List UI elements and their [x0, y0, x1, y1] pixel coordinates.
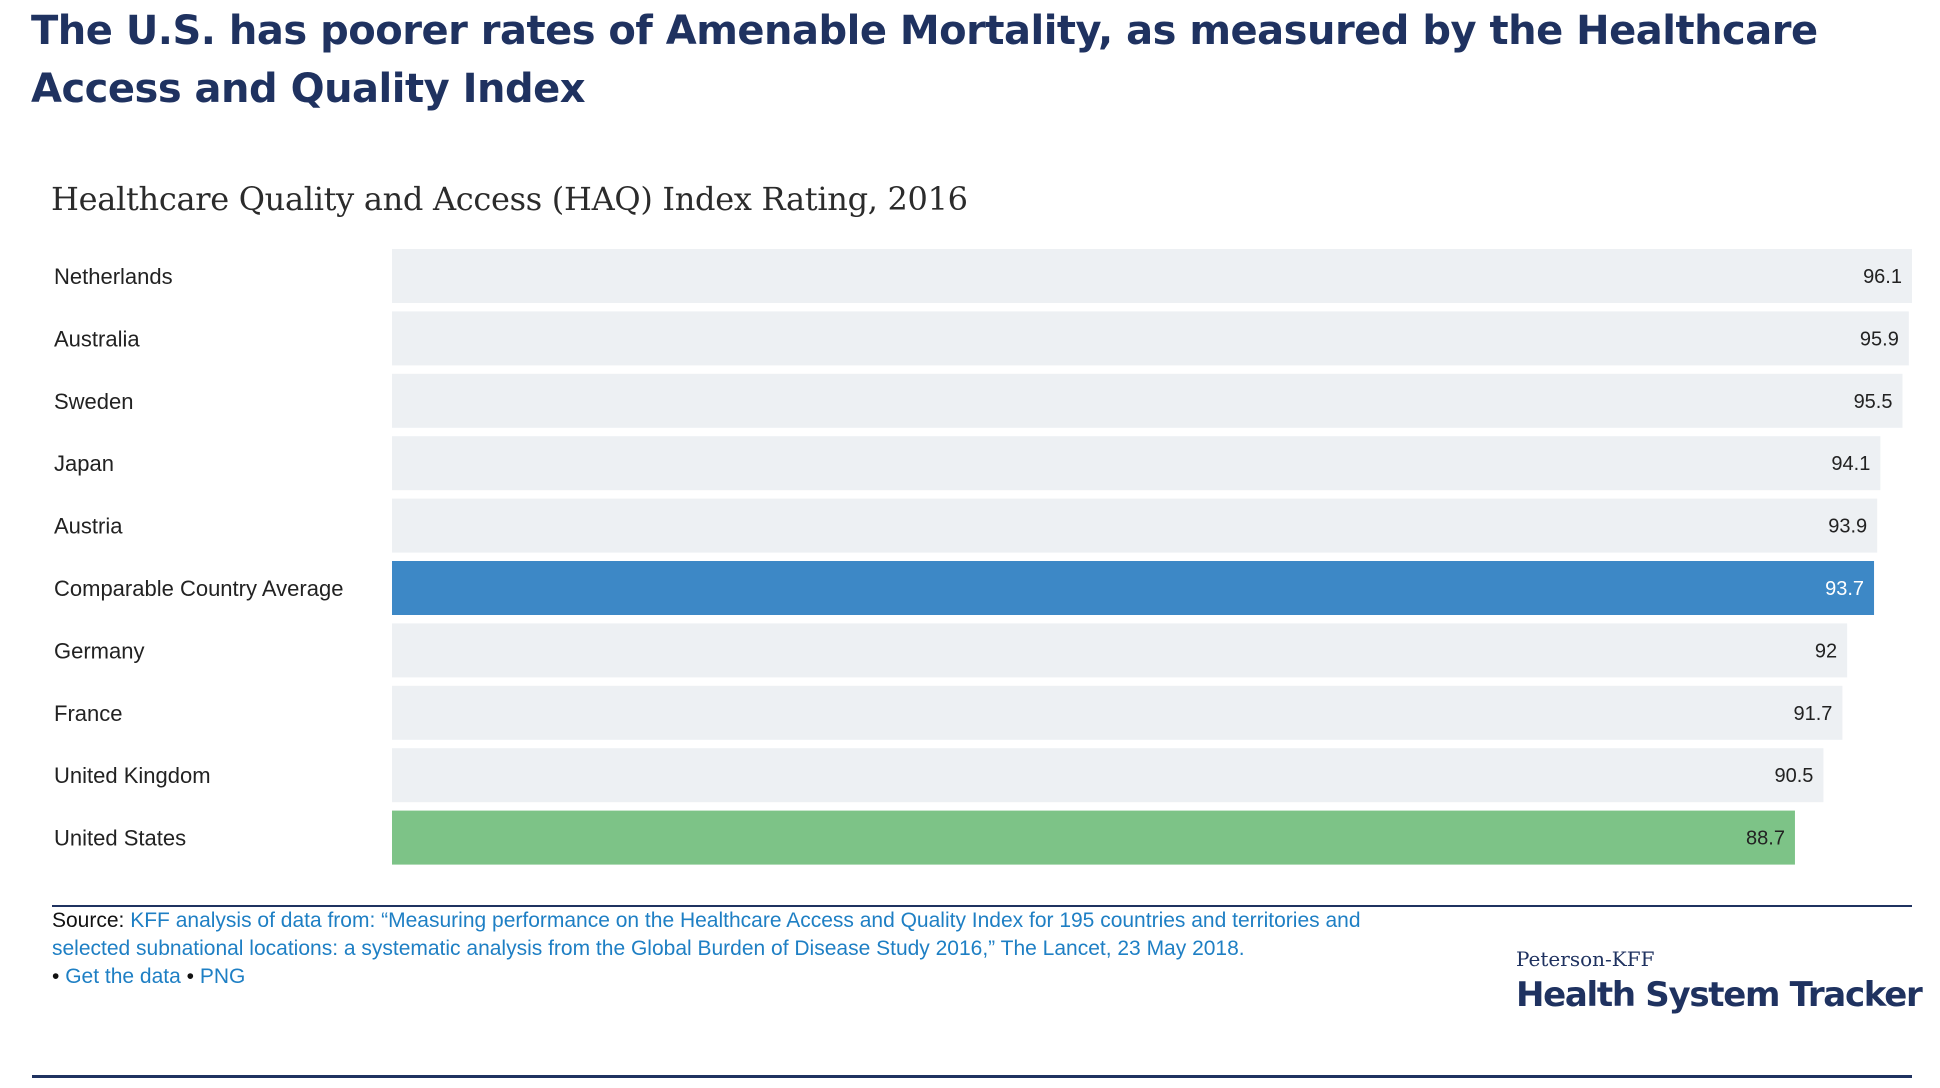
- bar-chart: Netherlands 96.1 Australia 95.9 Sweden 95.5 Ja…: [54, 249, 1912, 865]
- category-label-france: France: [54, 701, 122, 726]
- bar-austria: [392, 498, 1878, 553]
- bar-netherlands: [392, 249, 1912, 303]
- bullet-separator: •: [186, 965, 194, 988]
- bar-united-states: [392, 810, 1795, 865]
- value-label-united-states: 88.7: [1746, 828, 1785, 850]
- category-label-netherlands: Netherlands: [54, 264, 173, 289]
- source-link[interactable]: KFF analysis of data from: “Measuring pe…: [52, 909, 1361, 960]
- value-label-austria: 93.9: [1828, 516, 1867, 538]
- category-label-australia: Australia: [54, 326, 140, 351]
- category-label-austria: Austria: [54, 514, 123, 539]
- health-system-tracker-logo: Peterson-KFF Health System Tracker: [1516, 947, 1923, 1015]
- png-download-link[interactable]: PNG: [199, 965, 246, 988]
- category-label-sweden: Sweden: [54, 389, 134, 414]
- category-label-germany: Germany: [54, 638, 144, 663]
- bar-germany: [392, 623, 1848, 678]
- chart-title: Healthcare Quality and Access (HAQ) Inde…: [51, 180, 968, 218]
- value-label-germany: 92: [1815, 640, 1837, 662]
- bar-comparable-country-average: [392, 561, 1875, 615]
- get-the-data-link[interactable]: Get the data: [65, 965, 181, 988]
- value-label-comparable-country-average: 93.7: [1825, 578, 1864, 600]
- category-label-united-kingdom: United Kingdom: [54, 763, 211, 788]
- category-label-united-states: United States: [54, 826, 186, 851]
- source-divider: [52, 905, 1912, 907]
- value-label-netherlands: 96.1: [1863, 266, 1902, 288]
- source-note: Source: KFF analysis of data from: “Meas…: [52, 907, 1432, 991]
- value-label-australia: 95.9: [1860, 328, 1899, 350]
- page-headline: The U.S. has poorer rates of Amenable Mo…: [31, 8, 1818, 112]
- bar-japan: [392, 436, 1881, 491]
- value-label-japan: 94.1: [1831, 453, 1870, 475]
- category-label-japan: Japan: [54, 451, 114, 476]
- bar-sweden: [392, 373, 1903, 428]
- bar-australia: [392, 311, 1909, 366]
- bar-united-kingdom: [392, 748, 1824, 803]
- bullet-separator: •: [52, 965, 60, 988]
- category-label-comparable-country-average: Comparable Country Average: [54, 576, 343, 601]
- value-label-sweden: 95.5: [1854, 391, 1893, 413]
- logo-top-text: Peterson-KFF: [1516, 947, 1655, 971]
- source-prefix: Source:: [52, 909, 125, 932]
- bar-france: [392, 685, 1843, 740]
- footer-divider: [32, 1075, 1912, 1078]
- logo-main-text: Health System Tracker: [1516, 975, 1923, 1015]
- value-label-united-kingdom: 90.5: [1774, 765, 1813, 787]
- value-label-france: 91.7: [1793, 703, 1832, 725]
